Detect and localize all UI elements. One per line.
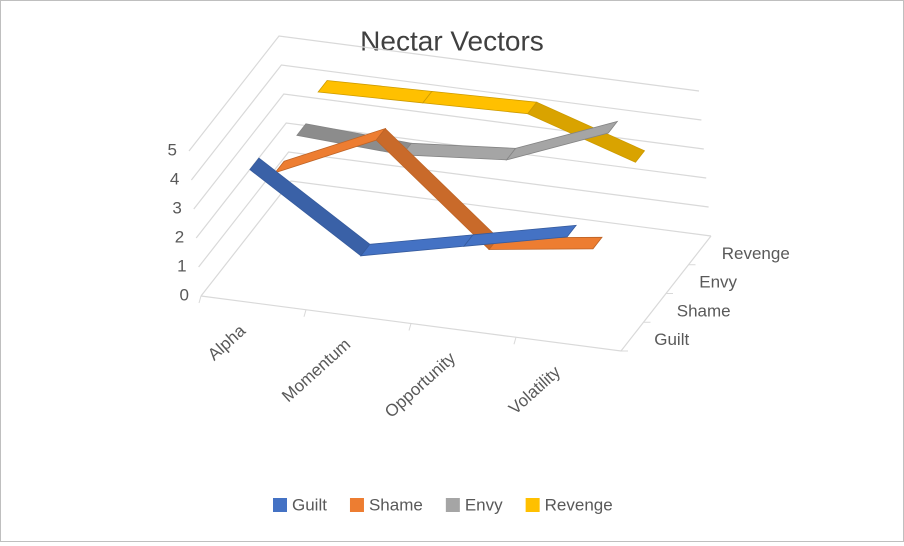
y-tick-label: 1: [177, 256, 186, 275]
ribbon-segment: [249, 157, 371, 257]
ribbon-segment: [317, 80, 433, 104]
grid-line: [188, 35, 700, 152]
z-tick-label: Envy: [699, 273, 737, 292]
chart-title: Nectar Vectors: [360, 25, 544, 56]
legend-swatch: [445, 498, 460, 512]
grid-line: [198, 151, 709, 268]
y-tick-label: 2: [175, 227, 184, 246]
x-tick-label: Alpha: [204, 321, 249, 365]
x-tick-label: Momentum: [278, 335, 354, 406]
x-tick-label: Opportunity: [381, 348, 459, 421]
grid-line: [200, 180, 712, 297]
legend-swatch: [525, 498, 540, 512]
grid-line: [195, 122, 707, 239]
z-tick-label: Guilt: [654, 330, 689, 349]
legend-swatch: [273, 498, 287, 512]
ribbon-segment: [422, 90, 538, 115]
floor-edge: [200, 235, 712, 352]
ribbon-segment: [360, 234, 474, 257]
x-tick: [513, 337, 517, 345]
x-tick-label: Volatility: [505, 362, 564, 418]
ribbon-segment: [401, 142, 517, 161]
legend-label: Shame: [369, 495, 423, 514]
y-tick-label: 4: [170, 169, 179, 188]
legend-swatch: [349, 498, 364, 512]
legend-label: Envy: [465, 495, 503, 514]
y-tick-label: 0: [180, 285, 189, 304]
ribbon-segment: [463, 224, 577, 247]
grid-line: [190, 64, 702, 181]
z-tick-label: Shame: [677, 301, 731, 320]
y-tick-label: 5: [168, 140, 177, 159]
legend-label: Guilt: [292, 495, 327, 514]
x-tick: [303, 309, 307, 317]
z-tick-label: Revenge: [722, 244, 790, 263]
y-tick-label: 3: [172, 198, 181, 217]
x-tick: [198, 295, 202, 304]
grid-line: [193, 93, 704, 210]
ribbon-segment: [505, 120, 619, 161]
x-tick: [408, 323, 412, 331]
legend-label: Revenge: [545, 495, 613, 514]
